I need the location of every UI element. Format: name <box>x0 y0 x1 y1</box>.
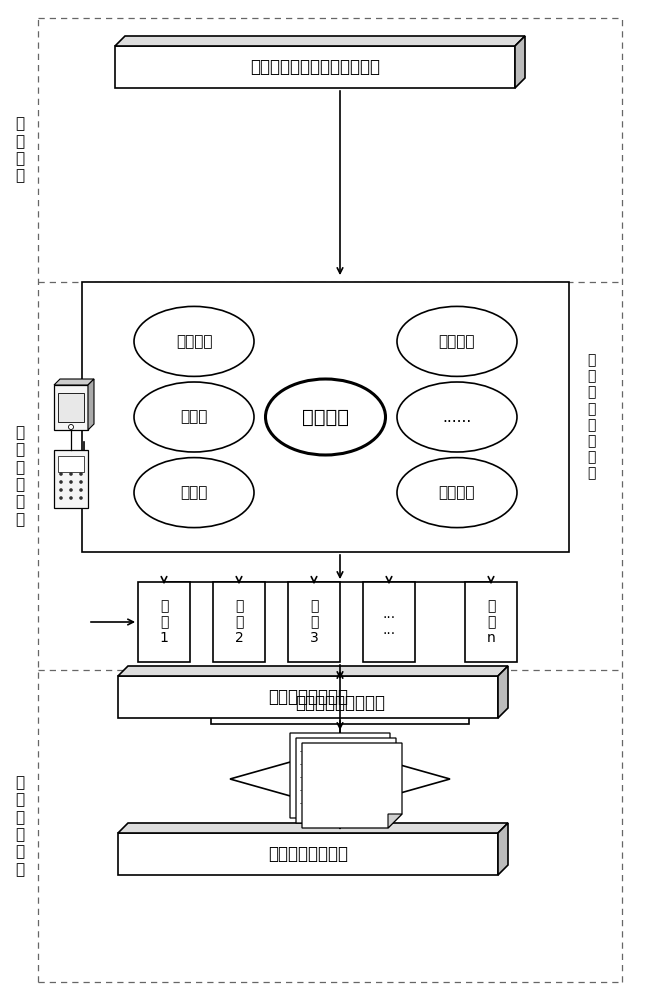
Text: 标
段
n: 标 段 n <box>487 599 496 645</box>
Text: 各标段环保监控报告: 各标段环保监控报告 <box>295 694 385 712</box>
Polygon shape <box>54 450 88 508</box>
Polygon shape <box>376 804 390 818</box>
Ellipse shape <box>134 382 254 452</box>
Ellipse shape <box>397 306 517 376</box>
Polygon shape <box>498 666 508 718</box>
Circle shape <box>69 480 73 484</box>
Circle shape <box>69 496 73 500</box>
Polygon shape <box>211 682 469 724</box>
Circle shape <box>59 472 63 476</box>
Polygon shape <box>498 823 508 875</box>
Text: 环保措施落实: 环保措施落实 <box>310 770 370 788</box>
Polygon shape <box>230 748 450 810</box>
Polygon shape <box>382 809 396 823</box>
Text: 大气环境: 大气环境 <box>439 334 476 349</box>
Circle shape <box>59 496 63 500</box>
Text: 生态环境: 生态环境 <box>176 334 212 349</box>
Text: 工程环保监控报告: 工程环保监控报告 <box>268 688 348 706</box>
Text: 环
评
影
响
因
素
提
取: 环 评 影 响 因 素 提 取 <box>587 353 595 481</box>
Circle shape <box>79 488 83 492</box>
Polygon shape <box>58 393 84 422</box>
Polygon shape <box>54 379 94 385</box>
Text: 输变电工程环境影响评价报告: 输变电工程环境影响评价报告 <box>250 58 380 76</box>
Polygon shape <box>465 582 517 662</box>
Polygon shape <box>296 738 396 823</box>
Polygon shape <box>288 582 340 662</box>
Circle shape <box>69 488 73 492</box>
Text: 水环境: 水环境 <box>181 485 208 500</box>
Polygon shape <box>290 733 390 818</box>
Text: 声环境: 声环境 <box>181 410 208 424</box>
Text: 标
段
1: 标 段 1 <box>160 599 168 645</box>
Polygon shape <box>388 814 402 828</box>
Circle shape <box>69 472 73 476</box>
Ellipse shape <box>265 379 386 455</box>
Text: 竺
工
验
收
阶
段: 竺 工 验 收 阶 段 <box>16 775 25 877</box>
Polygon shape <box>118 676 498 718</box>
Text: 建
设
施
工
阶
段: 建 设 施 工 阶 段 <box>16 425 25 527</box>
Polygon shape <box>115 46 515 88</box>
Text: ......: ...... <box>443 410 472 424</box>
Text: 水土流失: 水土流失 <box>439 485 476 500</box>
Circle shape <box>59 488 63 492</box>
Polygon shape <box>54 385 88 430</box>
Polygon shape <box>82 282 569 552</box>
Circle shape <box>59 480 63 484</box>
Circle shape <box>69 424 74 430</box>
Polygon shape <box>118 833 498 875</box>
Text: 环
评
阶
段: 环 评 阶 段 <box>16 116 25 184</box>
Ellipse shape <box>397 458 517 528</box>
Circle shape <box>79 472 83 476</box>
Circle shape <box>79 496 83 500</box>
Polygon shape <box>515 36 525 88</box>
Text: 数据提取: 数据提取 <box>302 408 349 426</box>
Polygon shape <box>88 379 94 430</box>
Polygon shape <box>118 823 508 833</box>
Ellipse shape <box>397 382 517 452</box>
Polygon shape <box>363 582 415 662</box>
Text: 标
段
3: 标 段 3 <box>310 599 318 645</box>
Ellipse shape <box>134 458 254 528</box>
Polygon shape <box>58 456 84 472</box>
Polygon shape <box>118 666 508 676</box>
Polygon shape <box>138 582 190 662</box>
Polygon shape <box>115 36 525 46</box>
Ellipse shape <box>134 306 254 376</box>
Text: 标
段
2: 标 段 2 <box>235 599 243 645</box>
Text: ...
...: ... ... <box>382 607 395 637</box>
Circle shape <box>79 480 83 484</box>
Polygon shape <box>213 582 265 662</box>
Polygon shape <box>302 743 402 828</box>
Text: 工程竺工验收报告: 工程竺工验收报告 <box>268 845 348 863</box>
